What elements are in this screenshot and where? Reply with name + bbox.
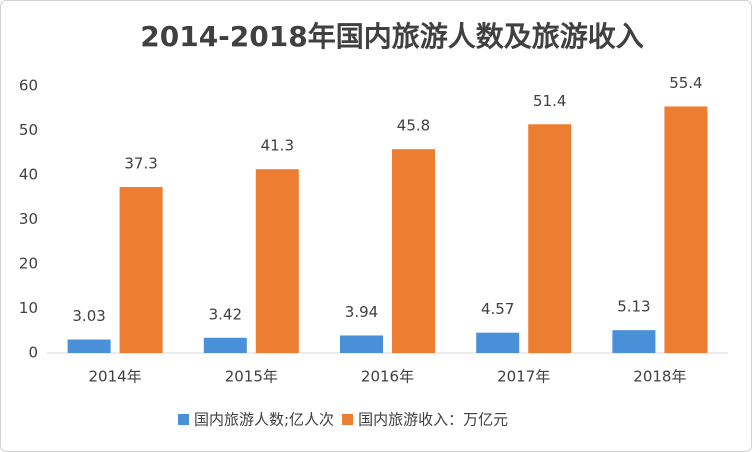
x-tick-label: 2015年 [225, 368, 278, 386]
y-tick-label: 50 [19, 121, 38, 139]
data-label: 55.4 [669, 74, 702, 92]
bar [119, 187, 163, 353]
bar [664, 106, 708, 353]
y-tick-label: 40 [19, 166, 38, 184]
legend-label: 国内旅游收入：万亿元 [358, 411, 508, 429]
y-tick-label: 0 [28, 344, 38, 362]
x-tick-label: 2017年 [497, 368, 550, 386]
data-label: 3.03 [72, 307, 105, 325]
x-tick-label: 2018年 [633, 368, 686, 386]
bar [67, 339, 111, 353]
chart-title: 2014-2018年国内旅游人数及旅游收入 [140, 20, 643, 53]
data-label: 3.42 [209, 305, 242, 323]
legend-swatch [342, 414, 354, 425]
legend-label: 国内旅游人数;亿人次 [194, 411, 334, 429]
y-tick-label: 60 [19, 77, 38, 95]
bar [392, 149, 435, 353]
data-label: 5.13 [617, 298, 650, 316]
y-tick-label: 10 [19, 299, 38, 317]
legend-swatch [178, 414, 189, 425]
x-tick-label: 2014年 [89, 368, 142, 386]
y-tick-label: 30 [19, 210, 38, 228]
data-label: 51.4 [533, 92, 566, 110]
bar [612, 330, 656, 353]
data-label: 3.94 [345, 303, 378, 321]
data-label: 41.3 [261, 137, 294, 155]
bar [528, 124, 572, 354]
bar [255, 169, 299, 353]
bar [203, 337, 247, 353]
y-tick-label: 20 [19, 255, 38, 273]
data-label: 4.57 [481, 300, 514, 318]
bar [476, 332, 520, 353]
bar [340, 335, 383, 353]
data-label: 45.8 [397, 117, 430, 135]
data-label: 37.3 [124, 155, 157, 173]
x-tick-label: 2016年 [361, 368, 414, 386]
